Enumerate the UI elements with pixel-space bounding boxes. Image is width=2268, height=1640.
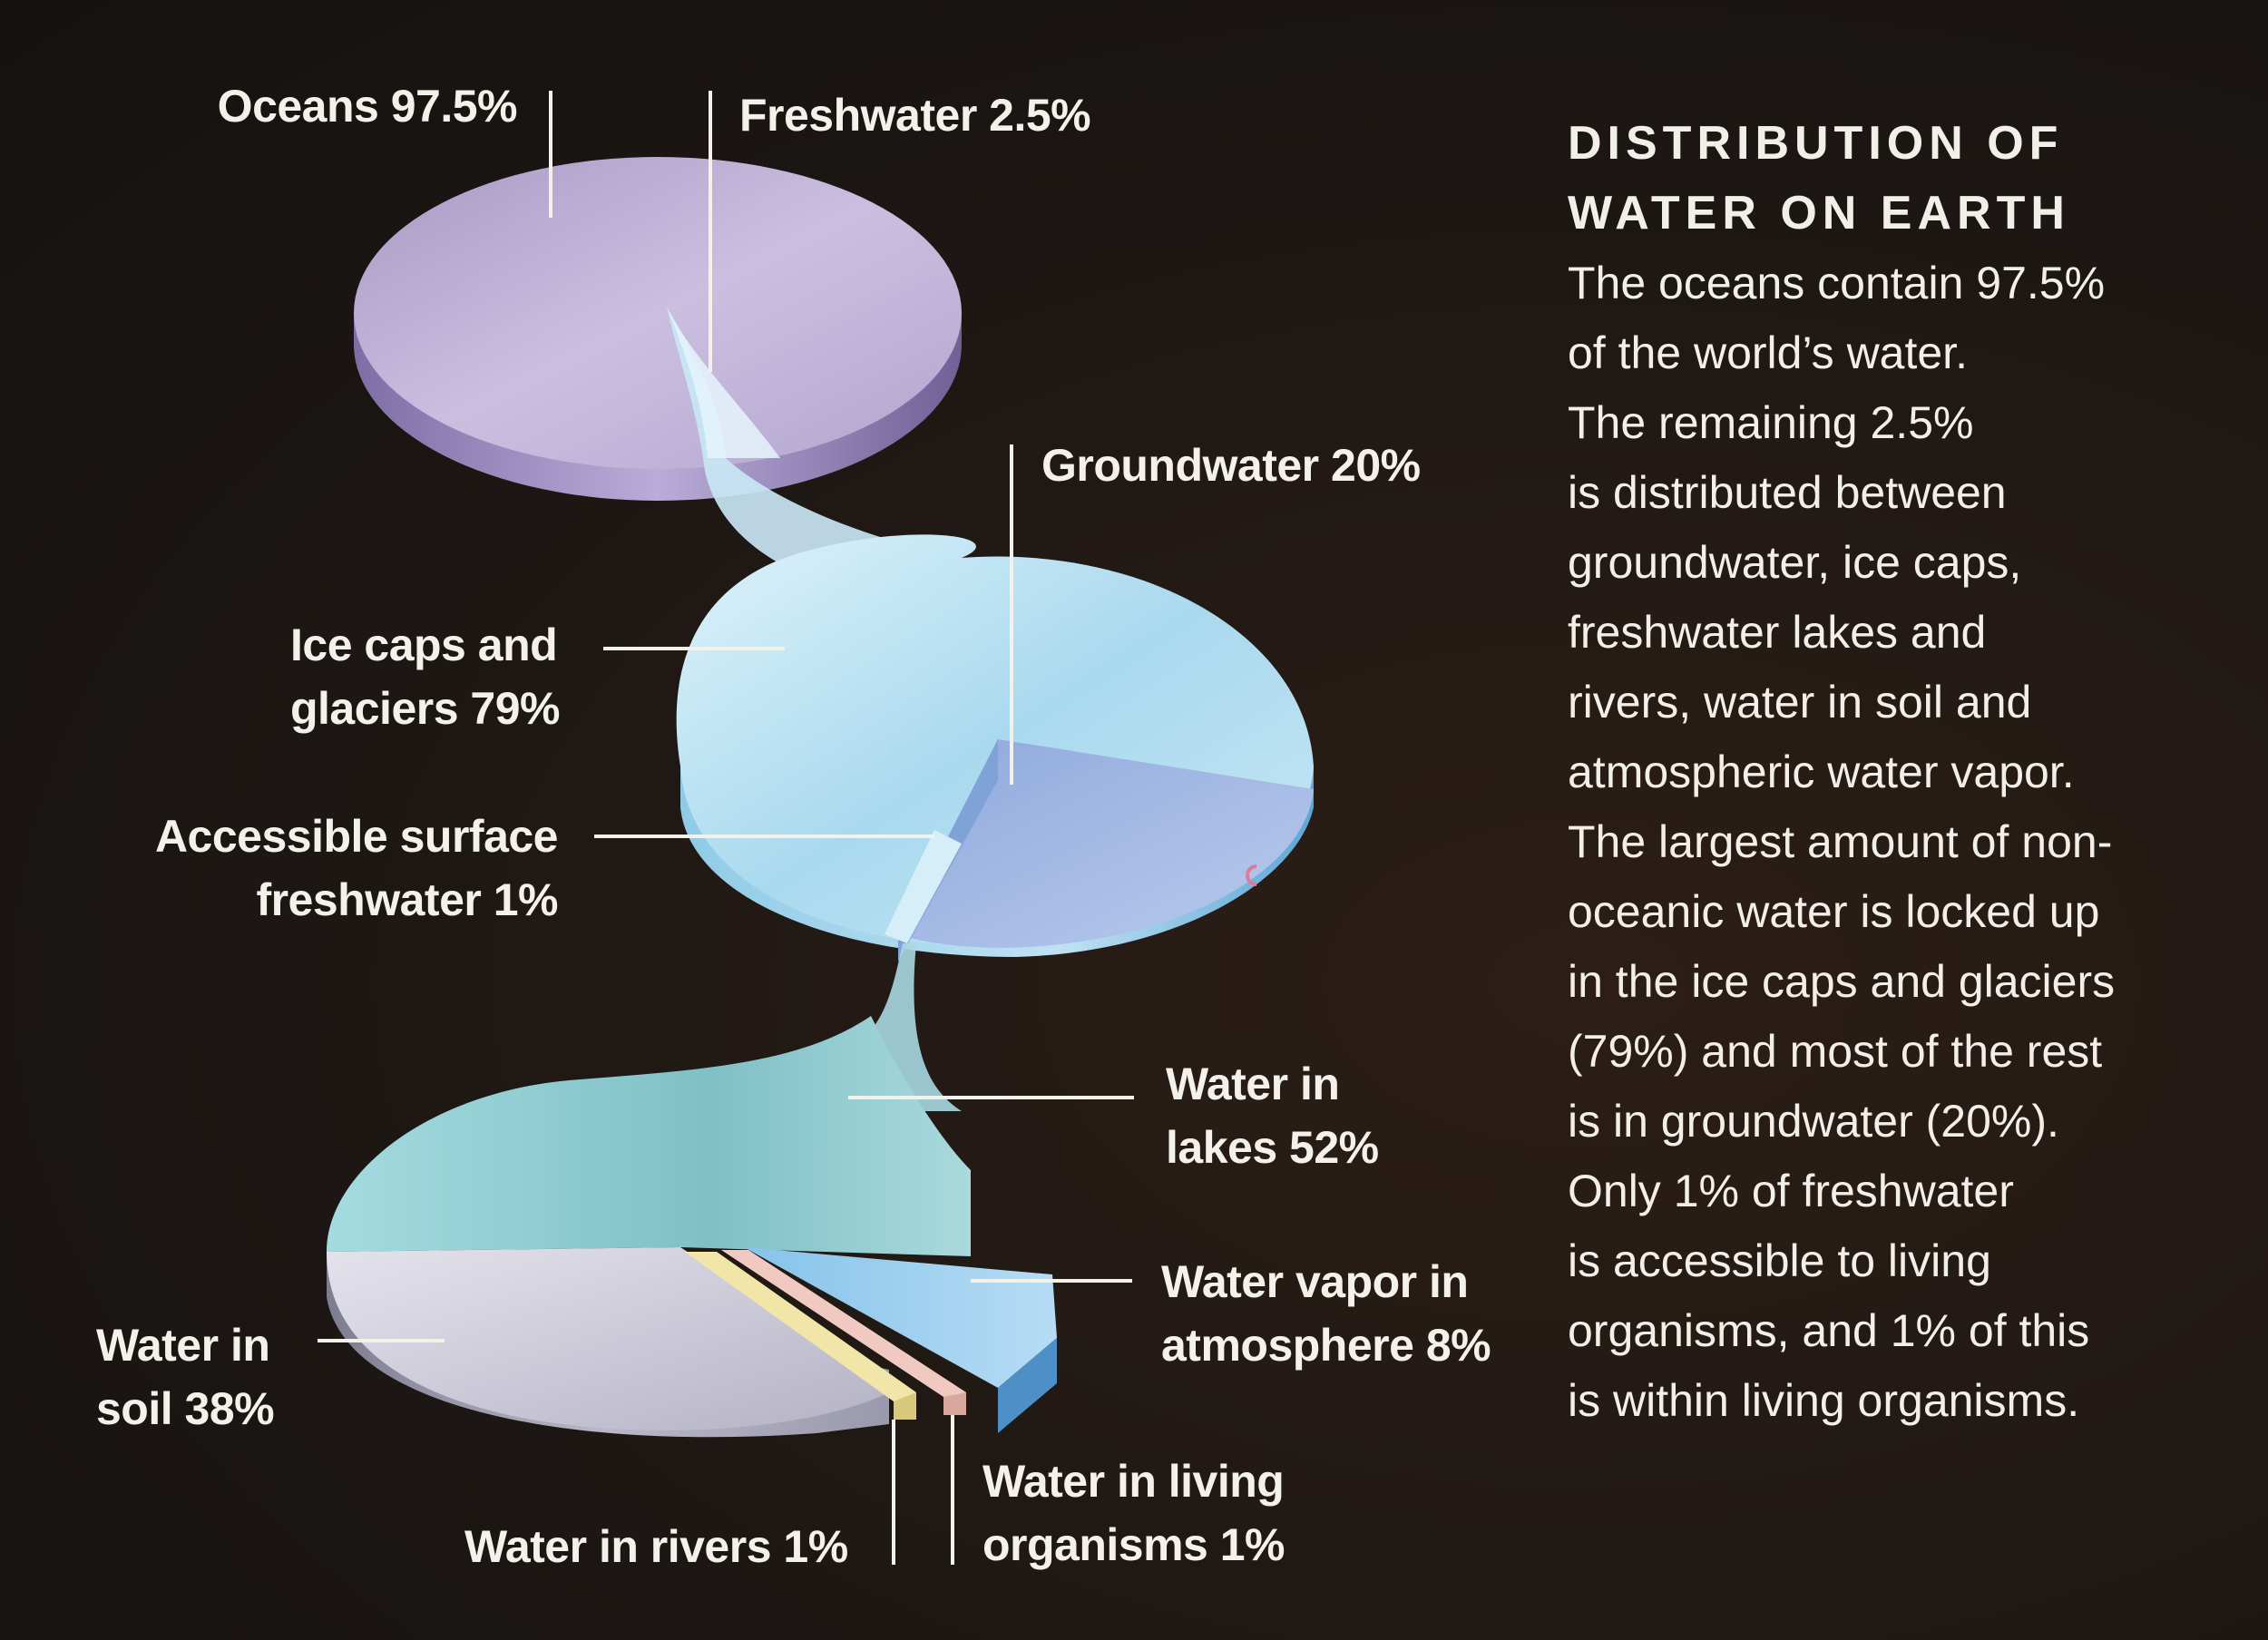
panel-title-line: WATER ON EARTH: [1568, 187, 2070, 239]
panel-body-line: (79%) and most of the rest: [1568, 1026, 2103, 1077]
freshwater-stream: [667, 307, 962, 581]
description-panel: DISTRIBUTION OF WATER ON EARTH The ocean…: [1568, 109, 2239, 1436]
groundwater-wedge: [898, 739, 1314, 948]
lakes-soil-disc: [327, 1016, 1057, 1438]
panel-body: The oceans contain 97.5% of the world’s …: [1568, 249, 2239, 1436]
panel-body-line: The largest amount of non-: [1568, 816, 2113, 867]
panel-body-line: is distributed between: [1568, 467, 2007, 518]
panel-body-line: oceanic water is locked up: [1568, 886, 2100, 937]
accessible-marker: [1246, 864, 1257, 886]
living-slice-edge: [943, 1392, 966, 1415]
label-ice-caps: Ice caps and glaciers 79%: [290, 620, 560, 734]
label-living: Water in living organisms 1%: [982, 1456, 1286, 1570]
freshwater-stream-highlight: [667, 307, 780, 458]
label-oceans: Oceans 97.5%: [217, 81, 518, 132]
accessible-slice: [885, 830, 962, 943]
label-rivers: Water in rivers 1%: [464, 1521, 848, 1572]
panel-title: DISTRIBUTION OF WATER ON EARTH: [1568, 109, 2239, 249]
panel-body-line: groundwater, ice caps,: [1568, 537, 2022, 588]
panel-body-line: Only 1% of freshwater: [1568, 1166, 2014, 1216]
label-groundwater: Groundwater 20%: [1041, 440, 1421, 491]
label-freshwater: Freshwater 2.5%: [739, 90, 1091, 141]
panel-body-line: is in groundwater (20%).: [1568, 1096, 2059, 1147]
panel-body-line: in the ice caps and glaciers: [1568, 956, 2116, 1007]
panel-body-line: organisms, and 1% of this: [1568, 1305, 2090, 1356]
panel-body-line: freshwater lakes and: [1568, 607, 1987, 658]
rivers-slice-edge: [894, 1392, 916, 1420]
label-lakes: Water in lakes 52%: [1166, 1059, 1379, 1173]
panel-body-line: The oceans contain 97.5%: [1568, 258, 2106, 308]
panel-body-line: The remaining 2.5%: [1568, 397, 1974, 448]
oceans-disc: [354, 157, 962, 501]
panel-body-line: of the world’s water.: [1568, 327, 1968, 378]
panel-body-line: is within living organisms.: [1568, 1375, 2080, 1426]
panel-body-line: is accessible to living: [1568, 1235, 1991, 1286]
panel-title-line: DISTRIBUTION OF: [1568, 117, 2064, 170]
panel-body-line: rivers, water in soil and: [1568, 677, 2032, 727]
panel-body-line: atmospheric water vapor.: [1568, 747, 2075, 797]
label-soil: Water in soil 38%: [96, 1320, 275, 1434]
label-vapor: Water vapor in atmosphere 8%: [1161, 1256, 1491, 1371]
leader-lines: [318, 91, 1134, 1565]
label-accessible-surface: Accessible surface freshwater 1%: [154, 811, 559, 925]
